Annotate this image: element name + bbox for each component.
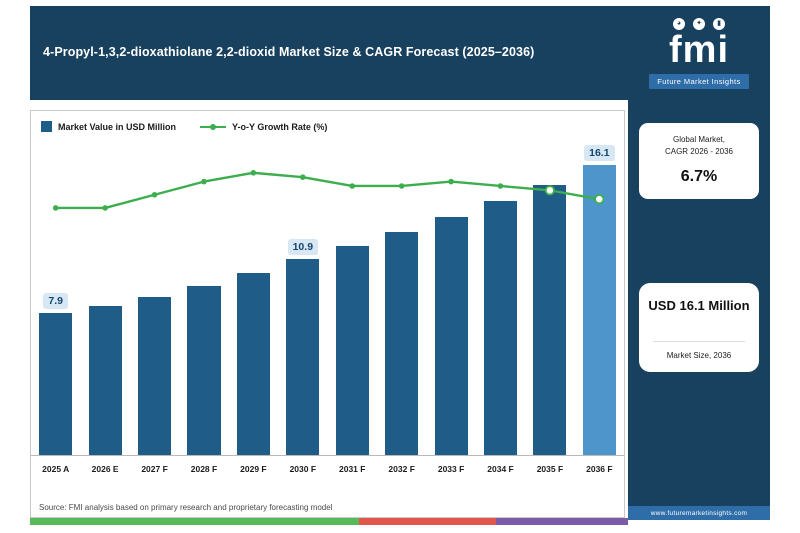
- lightbulb-icon: ✦: [693, 18, 705, 30]
- pie-chart-icon: ◕: [673, 18, 685, 30]
- bar-slot: [179, 111, 228, 455]
- market-size-caption: Market Size, 2036: [666, 350, 732, 360]
- bar: [187, 286, 221, 455]
- bar: [88, 306, 122, 455]
- sidebar: ◕ ✦ ▮ fmi Future Market Insights Global Ma…: [628, 6, 770, 520]
- x-axis-label: 2034 F: [487, 464, 514, 474]
- bar: [138, 297, 172, 455]
- page-title: 4-Propyl-1,3,2-dioxathiolane 2,2-dioxid …: [43, 45, 535, 60]
- bar: [39, 313, 73, 455]
- bar-slot: [328, 111, 377, 455]
- bar-legend-label: Market Value in USD Million: [58, 121, 177, 132]
- stripe-purple-segment: [496, 518, 628, 525]
- fmi-logo-tagline: Future Market Insights: [649, 74, 749, 89]
- bars: 7.9 10.9 16.1: [31, 111, 624, 455]
- plot-area: 7.9 10.9 16.1: [31, 111, 624, 456]
- x-axis-labels: 2025 A 2026 E 2027 F 2028 F 2029 F 2030 F 2031…: [31, 456, 624, 474]
- bar: [434, 217, 468, 455]
- bar-slot: [426, 111, 475, 455]
- bar-value-label: 16.1: [584, 145, 615, 161]
- bar: [483, 201, 518, 455]
- legend-item-line: Y-o-Y Growth Rate (%): [200, 122, 327, 132]
- bar-slot: [525, 111, 574, 455]
- legend-item-bars: Market Value in USD Million: [41, 121, 176, 132]
- bar-value-label: 10.9: [287, 239, 319, 255]
- bar: [533, 185, 567, 455]
- x-axis-label: 2030 F: [289, 464, 317, 474]
- bar: [335, 246, 369, 455]
- logo-badges: ◕ ✦ ▮: [628, 18, 770, 30]
- stripe-red-segment: [358, 518, 497, 525]
- market-size-value: USD 16.1 Million: [648, 297, 750, 313]
- line-legend-label: Y-o-Y Growth Rate (%): [232, 121, 328, 132]
- bar-slot: [476, 111, 525, 455]
- bar-slot: [130, 111, 179, 455]
- bar: [286, 259, 320, 455]
- x-axis-label: 2036 F: [586, 464, 613, 474]
- line-legend-swatch-icon: [200, 125, 227, 128]
- bar-slot: [377, 111, 426, 455]
- cagr-value: 6.7%: [680, 167, 718, 185]
- fmi-logo: ◕ ✦ ▮ fmi Future Market Insights: [628, 6, 770, 89]
- bar: [582, 165, 616, 455]
- x-axis-label: 2027 F: [141, 464, 168, 474]
- stripe-green-segment: [30, 518, 359, 525]
- source-note: Source: FMI analysis based on primary re…: [39, 503, 333, 512]
- bar-value-label: 7.9: [43, 293, 69, 309]
- x-axis-label: 2026 E: [91, 464, 119, 474]
- bar-slot: [229, 111, 278, 455]
- website-url: www.futuremarketinsights.com: [628, 506, 770, 520]
- cagr-card-line2: CAGR 2026 - 2036: [664, 147, 734, 157]
- chart-panel: Market Value in USD Million Y-o-Y Growth…: [30, 110, 625, 518]
- x-axis-label: 2035 F: [536, 464, 564, 474]
- market-size-card: USD 16.1 Million Market Size, 2036: [639, 282, 759, 373]
- x-axis-label: 2032 F: [388, 464, 415, 474]
- x-axis-label: 2029 F: [240, 464, 267, 474]
- bar-legend-swatch-icon: [41, 121, 52, 132]
- bar-chart-icon: ▮: [713, 18, 725, 30]
- bar-slot: 16.1: [575, 111, 624, 455]
- bar-slot: 10.9: [278, 111, 327, 455]
- card-divider: [653, 340, 745, 342]
- fmi-logo-text: fmi: [669, 29, 729, 71]
- bar: [385, 232, 419, 455]
- bar-slot: 7.9: [31, 111, 80, 455]
- x-axis-label: 2028 F: [190, 464, 218, 474]
- x-axis-label: 2025 A: [42, 464, 70, 474]
- x-axis-label: 2033 F: [437, 464, 465, 474]
- x-axis-label: 2031 F: [339, 464, 366, 474]
- bar-slot: [80, 111, 129, 455]
- cagr-card: Global Market, CAGR 2026 - 2036 6.7%: [639, 123, 759, 199]
- bottom-accent-stripe: [30, 518, 628, 525]
- bar: [236, 273, 270, 455]
- cagr-card-line1: Global Market,: [672, 135, 726, 144]
- chart-legend: Market Value in USD Million Y-o-Y Growth…: [41, 121, 327, 132]
- header: 4-Propyl-1,3,2-dioxathiolane 2,2-dioxid …: [30, 6, 628, 100]
